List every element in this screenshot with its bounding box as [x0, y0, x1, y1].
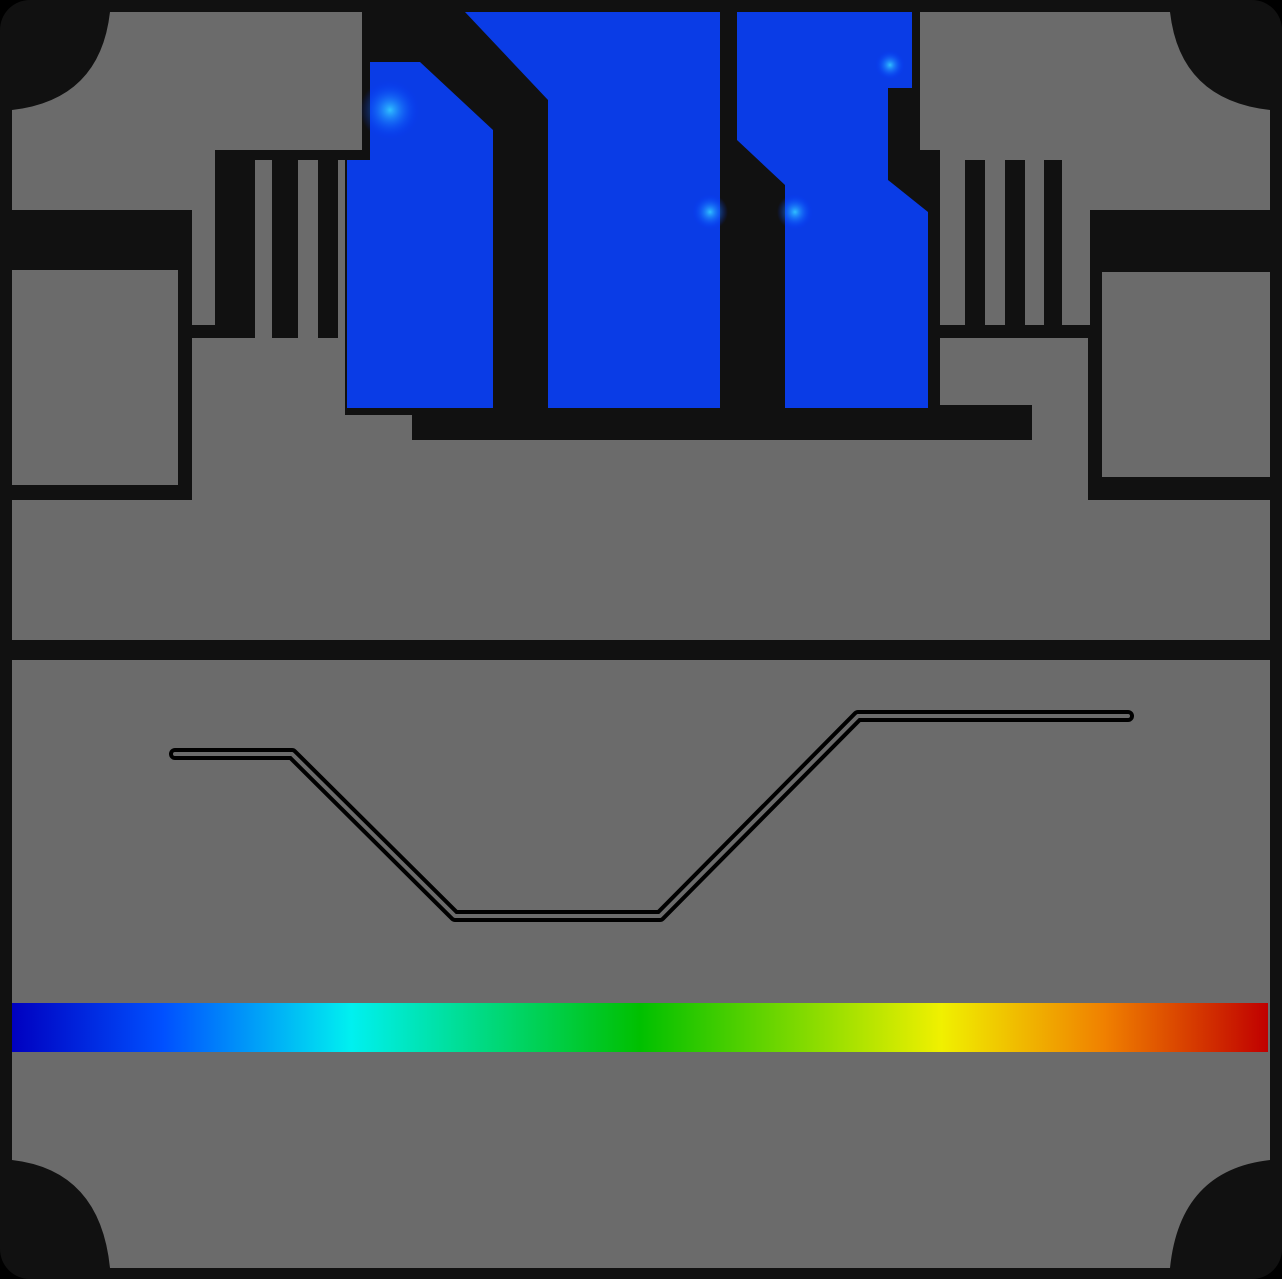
- hotspots: [360, 50, 905, 230]
- top-copper: [12, 12, 1270, 1268]
- trace-inner: [173, 714, 1130, 918]
- colorbar: [12, 1003, 1268, 1052]
- field-plot: [347, 12, 928, 408]
